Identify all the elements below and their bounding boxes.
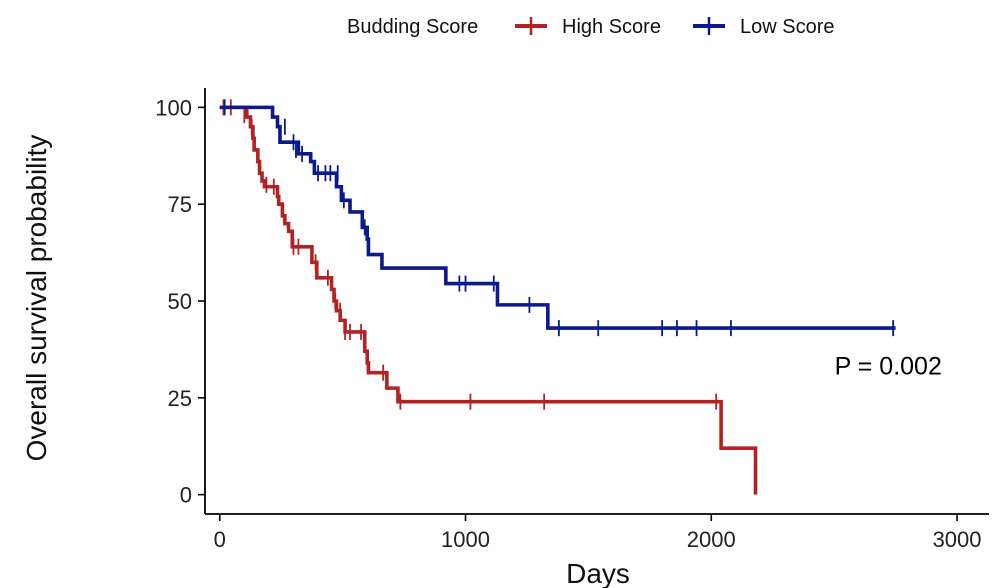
- x-tick-label-3000: 3000: [933, 527, 982, 552]
- y-tick-label-50: 50: [168, 289, 192, 314]
- legend-label-low-score: Low Score: [740, 16, 835, 38]
- series-layer: [219, 99, 896, 495]
- x-tick-label-1000: 1000: [441, 527, 490, 552]
- legend-title: Budding Score: [347, 16, 478, 38]
- legend-key-high-score: [515, 17, 547, 35]
- x-tick-label-0: 0: [214, 527, 226, 552]
- x-tick-label-2000: 2000: [687, 527, 736, 552]
- y-tick-label-100: 100: [155, 95, 192, 120]
- p-value-annotation: P = 0.002: [835, 353, 942, 381]
- axis-ticks: 0 1000 2000 3000 0 25 50 75 100: [155, 95, 981, 552]
- y-tick-label-25: 25: [168, 386, 192, 411]
- survival-curve-high-score: [219, 105, 758, 495]
- y-tick-label-75: 75: [168, 192, 192, 217]
- legend-label-high-score: High Score: [562, 16, 661, 38]
- legend-key-low-score: [693, 17, 725, 35]
- y-axis-title: Overall survival probability: [21, 135, 52, 462]
- survival-curve-low-score: [219, 105, 896, 330]
- y-tick-label-0: 0: [180, 483, 192, 508]
- legend: Budding Score High Score Low Score: [347, 16, 835, 38]
- x-axis-title: Days: [566, 558, 630, 588]
- series-low-score: [219, 99, 896, 337]
- series-high-score: [219, 99, 758, 495]
